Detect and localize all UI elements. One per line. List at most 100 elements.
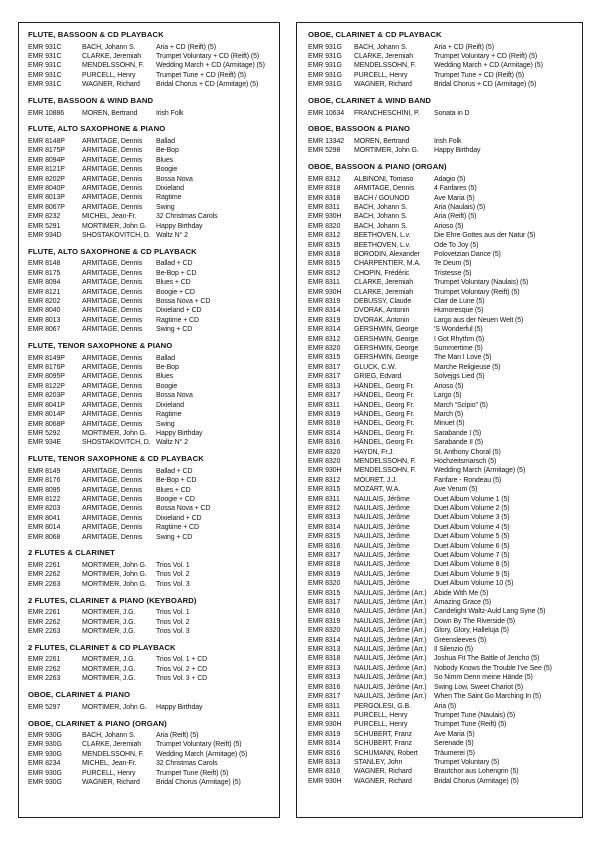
composer-name: NAULAIS, Jérôme (Arr.) — [354, 608, 427, 616]
table-row: EMR 8067 ARMITAGE, Dennis Swing + CD — [28, 325, 274, 334]
table-row: EMR 8319 DVORAK, Antonin Largo aus der Neu… — [308, 316, 577, 325]
table-row: EMR 8232 MICHEL, Jean-Fr. 32 Christmas Car… — [28, 212, 274, 221]
composer-name: MORTIMER, J.G. — [82, 618, 136, 626]
section-header: OBOE, BASSOON & PIANO (ORGAN) — [308, 162, 447, 172]
composer-name: HAYDN, Fr.J. — [354, 448, 395, 456]
catalog-number: EMR 13342 — [308, 137, 345, 145]
catalog-number: EMR 8314 — [308, 307, 341, 315]
piece-title: March (5) — [434, 410, 464, 418]
table-row: EMR 8312 CHOPIN, Frédéric Tristesse (5) — [308, 269, 577, 278]
piece-title: Happy Birthday — [434, 147, 481, 155]
table-row: EMR 2263 MORTIMER, J.G. Trios Vol. 3 + CD — [28, 674, 274, 683]
piece-title: Swing + CD — [156, 533, 193, 541]
composer-name: BORODIN, Alexander — [354, 251, 420, 258]
piece-title: Trios Vol. 2 + CD — [156, 665, 208, 673]
catalog-number: EMR 8068 — [28, 533, 61, 541]
piece-title: Bossa Nova + CD — [156, 505, 211, 513]
catalog-number: EMR 930G — [28, 750, 62, 758]
catalog-number: EMR 8175 — [28, 269, 61, 277]
catalog-number: EMR 934D — [28, 232, 62, 239]
catalog-number: EMR 8319 — [308, 298, 341, 306]
composer-name: NAULAIS, Jérôme (Arr.) — [354, 683, 427, 691]
composer-name: ARMITAGE, Dennis — [82, 411, 143, 419]
table-row: EMR 8315 NAULAIS, Jérôme (Arr.) Abide With… — [308, 589, 577, 598]
catalog-number: EMR 931C — [28, 81, 62, 89]
table-row: EMR 8320 NAULAIS, Jérôme Duet Album Volume… — [308, 579, 577, 588]
piece-title: Duet Album Volume 4 (5) — [434, 523, 510, 531]
composer-name: NAULAIS, Jérôme — [354, 570, 410, 578]
catalog-number: EMR 8318 — [308, 420, 341, 428]
catalog-number: EMR 8149 — [28, 467, 61, 475]
table-row: EMR 8312 BEETHOVEN, L.v. Die Ehre Gottes a… — [308, 231, 577, 240]
composer-name: ARMITAGE, Dennis — [82, 467, 143, 475]
piece-title: Swing — [156, 420, 175, 428]
composer-name: WAGNER, Richard — [354, 81, 412, 89]
piece-title: Bossa Nova — [156, 175, 193, 183]
piece-title: Dixieland + CD — [156, 514, 202, 522]
table-row: EMR 8318 HÄNDEL, Georg Fr. Minuet (5) — [308, 419, 577, 428]
piece-title: Träumerei (5) — [434, 749, 475, 757]
table-row: EMR 8313 STANLEY, John Trumpet Voluntary (… — [308, 758, 577, 767]
table-row: EMR 8318 NAULAIS, Jérôme Duet Album Volume… — [308, 560, 577, 569]
piece-title: So Nimm Denn meine Hände (5) — [434, 674, 533, 682]
table-row: EMR 8311 PURCELL, Henry Trumpet Tune (Naul… — [308, 711, 577, 720]
table-row: EMR 8176P ARMITAGE, Dennis Be-Bop — [28, 363, 274, 372]
composer-name: MENDELSSOHN, F. — [82, 750, 144, 758]
table-row: EMR 8148 ARMITAGE, Dennis Ballad + CD — [28, 259, 274, 268]
piece-title: Ragtime — [156, 411, 182, 419]
piece-title: Trios Vol. 1 + CD — [156, 656, 208, 664]
composer-name: BACH / GOUNOD — [354, 194, 410, 202]
composer-name: PERGOLESI, G.B. — [354, 702, 411, 710]
piece-title: Waltz N° 2 — [156, 232, 188, 239]
catalog-number: EMR 8202 — [28, 298, 61, 306]
catalog-number: EMR 930H — [308, 288, 342, 296]
catalog-number: EMR 8317 — [308, 392, 341, 400]
table-row: EMR 8203P ARMITAGE, Dennis Bossa Nova — [28, 391, 274, 400]
table-row: EMR 8312 ALBINONI, Tomaso Adagio (5) — [308, 175, 577, 184]
piece-title: Aria (5) — [434, 702, 457, 710]
catalog-number: EMR 8319 — [308, 617, 341, 625]
catalog-number: EMR 8319 — [308, 410, 341, 418]
table-row: EMR 2261 MORTIMER, John G. Trios Vol. 1 — [28, 561, 274, 570]
catalog-number: EMR 931G — [308, 52, 342, 60]
composer-name: MORTIMER, John G. — [82, 222, 147, 230]
table-row: EMR 8311 NAULAIS, Jérôme Duet Album Volume… — [308, 495, 577, 504]
table-row: EMR 8319 SCHUBERT, Franz Ave Maria (5) — [308, 730, 577, 739]
catalog-number: EMR 10634 — [308, 109, 345, 117]
composer-name: BACH, Johann S. — [354, 222, 408, 230]
piece-title: Glory, Glory, Halleluja (5) — [434, 627, 509, 635]
piece-title: Wedding March + CD (Armitage) (5) — [434, 62, 543, 70]
composer-name: ARMITAGE, Dennis — [82, 495, 143, 503]
catalog-number: EMR 930H — [308, 213, 342, 221]
table-row: EMR 8314 NAULAIS, Jérôme Duet Album Volume… — [308, 523, 577, 532]
composer-name: ARMITAGE, Dennis — [82, 147, 143, 155]
composer-name: ARMITAGE, Dennis — [82, 486, 143, 494]
table-row: EMR 5292 MORTIMER, John G. Happy Birthday — [28, 429, 274, 438]
table-row: EMR 5291 MORTIMER, John G. Happy Birthday — [28, 222, 274, 231]
composer-name: ARMITAGE, Dennis — [82, 137, 143, 145]
catalog-number: EMR 8311 — [308, 711, 340, 719]
piece-title: Die Ehre Gottes aus der Natur (5) — [434, 232, 536, 240]
section-header: 2 FLUTES & CLARINET — [28, 548, 115, 558]
table-row: EMR 8041P ARMITAGE, Dennis Dixieland — [28, 401, 274, 410]
piece-title: Irish Folk — [156, 109, 184, 117]
table-row: EMR 8067P ARMITAGE, Dennis Swing — [28, 203, 274, 212]
composer-name: ARMITAGE, Dennis — [82, 166, 143, 174]
catalog-number: EMR 931G — [308, 81, 342, 89]
table-row: EMR 8041 ARMITAGE, Dennis Dixieland + CD — [28, 514, 274, 523]
piece-title: Trumpet Voluntary (Reift) (5) — [434, 288, 520, 296]
piece-title: Duet Album Volume 5 (5) — [434, 533, 510, 541]
piece-title: Aria + CD (Reift) (5) — [434, 43, 494, 51]
composer-name: CLARKE, Jeremiah — [354, 288, 414, 296]
piece-title: Ave Maria (5) — [434, 194, 475, 202]
piece-title: Joshua Fit The Battle of Jericho (5) — [434, 655, 540, 663]
composer-name: MORTIMER, John G. — [82, 580, 147, 588]
table-row: EMR 8094 ARMITAGE, Dennis Blues + CD — [28, 278, 274, 287]
table-row: EMR 10634 FRANCHESCHINI, P. Sonata in D — [308, 109, 577, 118]
table-row: EMR 931C BACH, Johann S. Aria + CD (Reift)… — [28, 43, 274, 52]
composer-name: ARMITAGE, Dennis — [354, 185, 415, 193]
table-row: EMR 8313 NAULAIS, Jérôme Duet Album Volume… — [308, 513, 577, 522]
piece-title: Ave Maria (5) — [434, 730, 475, 738]
catalog-number: EMR 8311 — [308, 401, 340, 409]
piece-title: Trios Vol. 3 + CD — [156, 675, 208, 683]
